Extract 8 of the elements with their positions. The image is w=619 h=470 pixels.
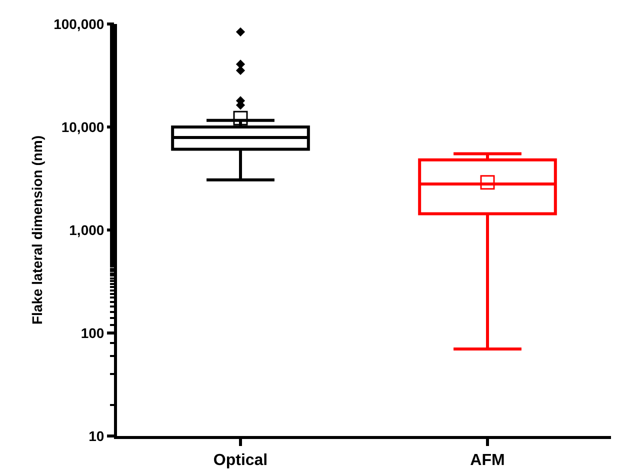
y-tick-label: 100	[80, 324, 104, 341]
x-tick-label: Optical	[213, 452, 268, 470]
y-tick-label: 10,000	[61, 118, 104, 135]
y-tick-label: 10	[88, 428, 104, 444]
y-axis-title: Flake lateral dimension (nm)	[29, 135, 46, 325]
y-tick-label: 1,000	[69, 222, 104, 238]
y-tick-label: 100,000	[54, 16, 104, 32]
x-tick-label: AFM	[470, 452, 505, 470]
